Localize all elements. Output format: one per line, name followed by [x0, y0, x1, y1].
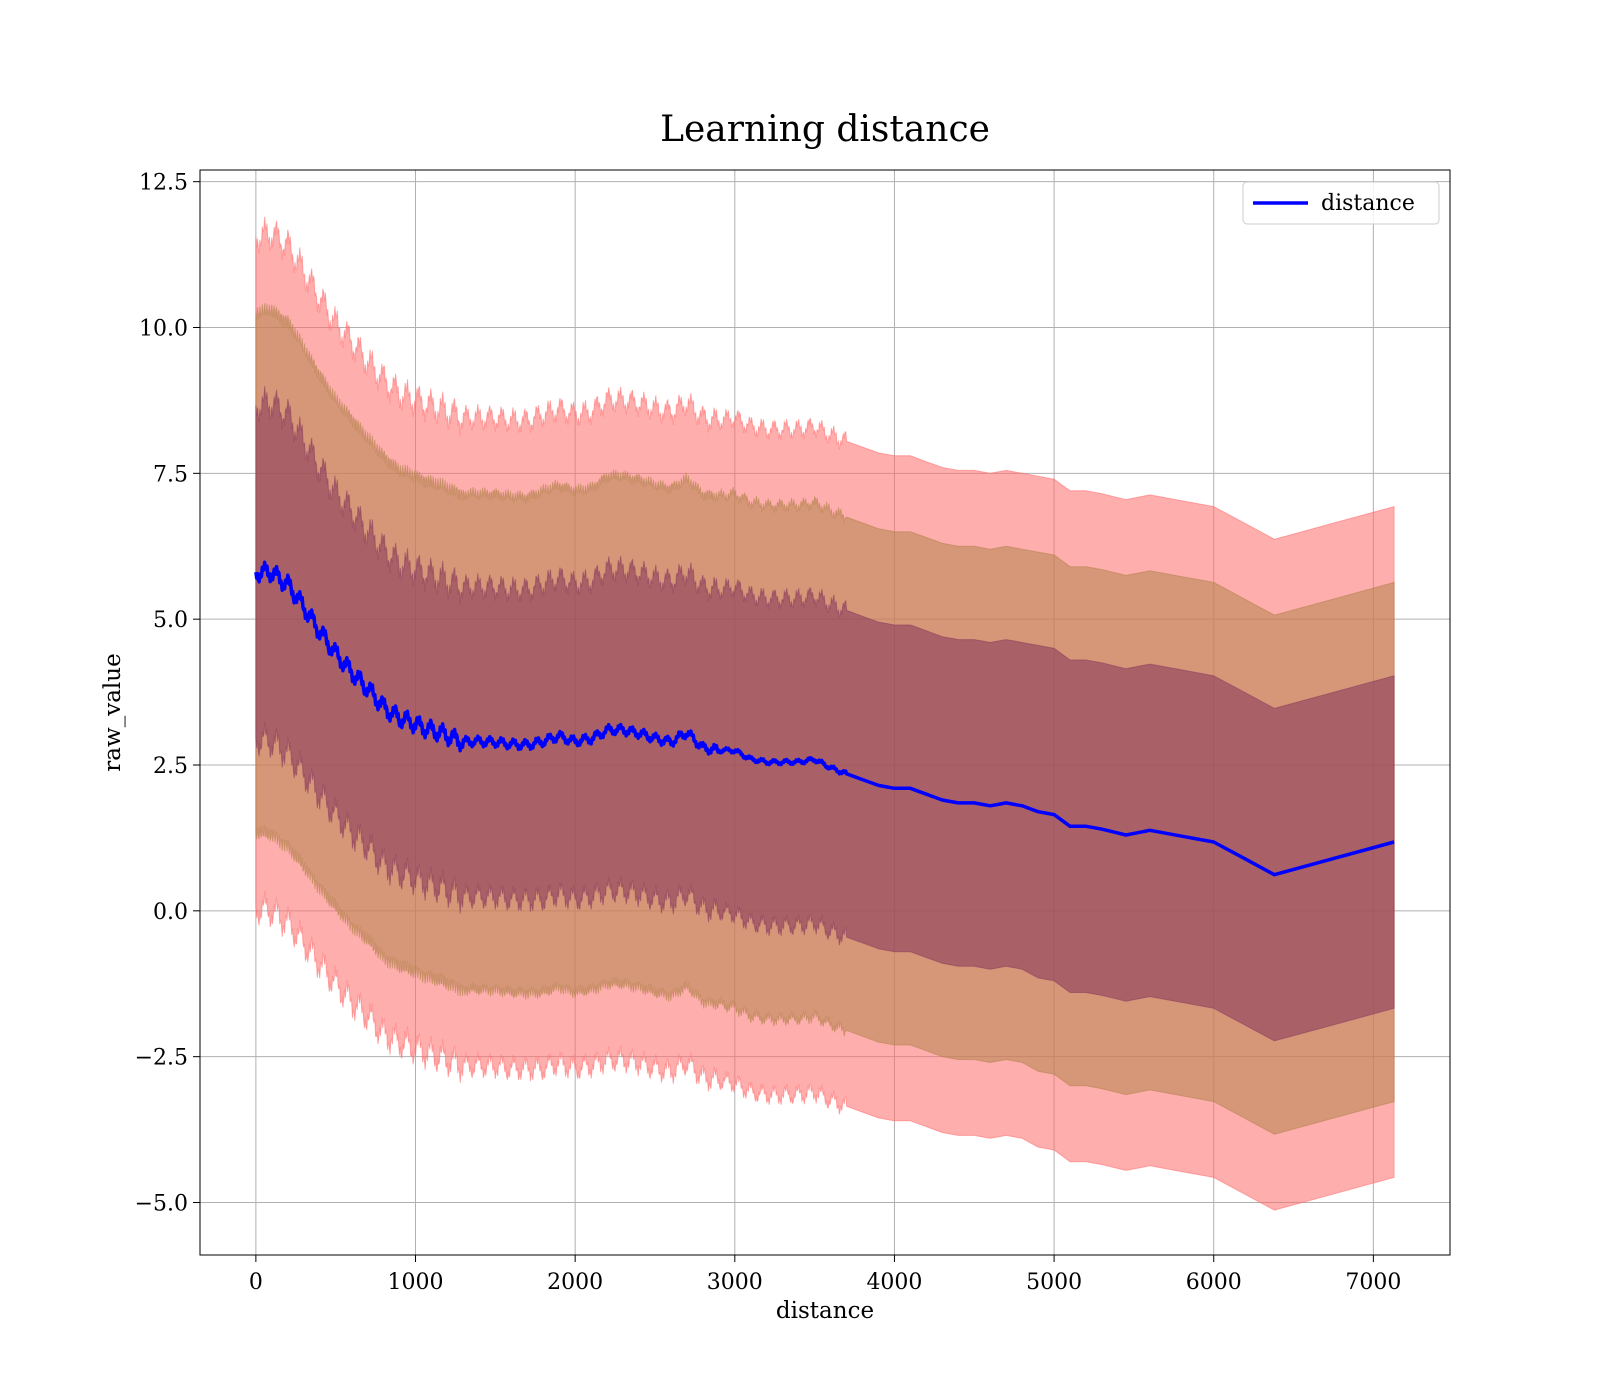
legend: distance: [1242, 181, 1440, 225]
band-inner: [255, 386, 1395, 1042]
x-tick-label: 0: [249, 1270, 263, 1295]
x-tick-label: 1000: [388, 1270, 444, 1295]
y-tick-label: 0.0: [153, 900, 188, 925]
y-axis-label: raw_value: [100, 653, 126, 771]
y-tick-label: −2.5: [135, 1046, 188, 1071]
y-tick-label: 5.0: [153, 608, 188, 633]
legend-label: distance: [1321, 191, 1415, 216]
x-tick-label: 7000: [1345, 1270, 1401, 1295]
legend-box: [1242, 181, 1440, 225]
y-tick-label: 7.5: [153, 462, 188, 487]
chart-title: Learning distance: [660, 109, 990, 150]
y-tick-label: −5.0: [135, 1192, 188, 1217]
x-tick-label: 5000: [1026, 1270, 1082, 1295]
series-line-distance: [254, 560, 1395, 877]
y-ticks: 12.5 10.0 7.5 5.0 2.5 0.0 −2.5 −5.0: [135, 171, 200, 1217]
x-ticks: 0 1000 2000 3000 4000 5000 6000 7000: [249, 1255, 1401, 1295]
x-tick-label: 4000: [866, 1270, 922, 1295]
plot-frame: [199, 169, 1451, 1256]
x-tick-label: 3000: [707, 1270, 763, 1295]
y-tick-label: 10.0: [139, 317, 188, 342]
x-tick-label: 6000: [1186, 1270, 1242, 1295]
y-tick-label: 2.5: [153, 754, 188, 779]
confidence-band: [255, 386, 1395, 1042]
y-tick-label: 12.5: [139, 171, 188, 196]
x-tick-label: 2000: [547, 1270, 603, 1295]
x-axis-label: distance: [776, 1298, 874, 1324]
series-line-layer: [254, 560, 1395, 877]
